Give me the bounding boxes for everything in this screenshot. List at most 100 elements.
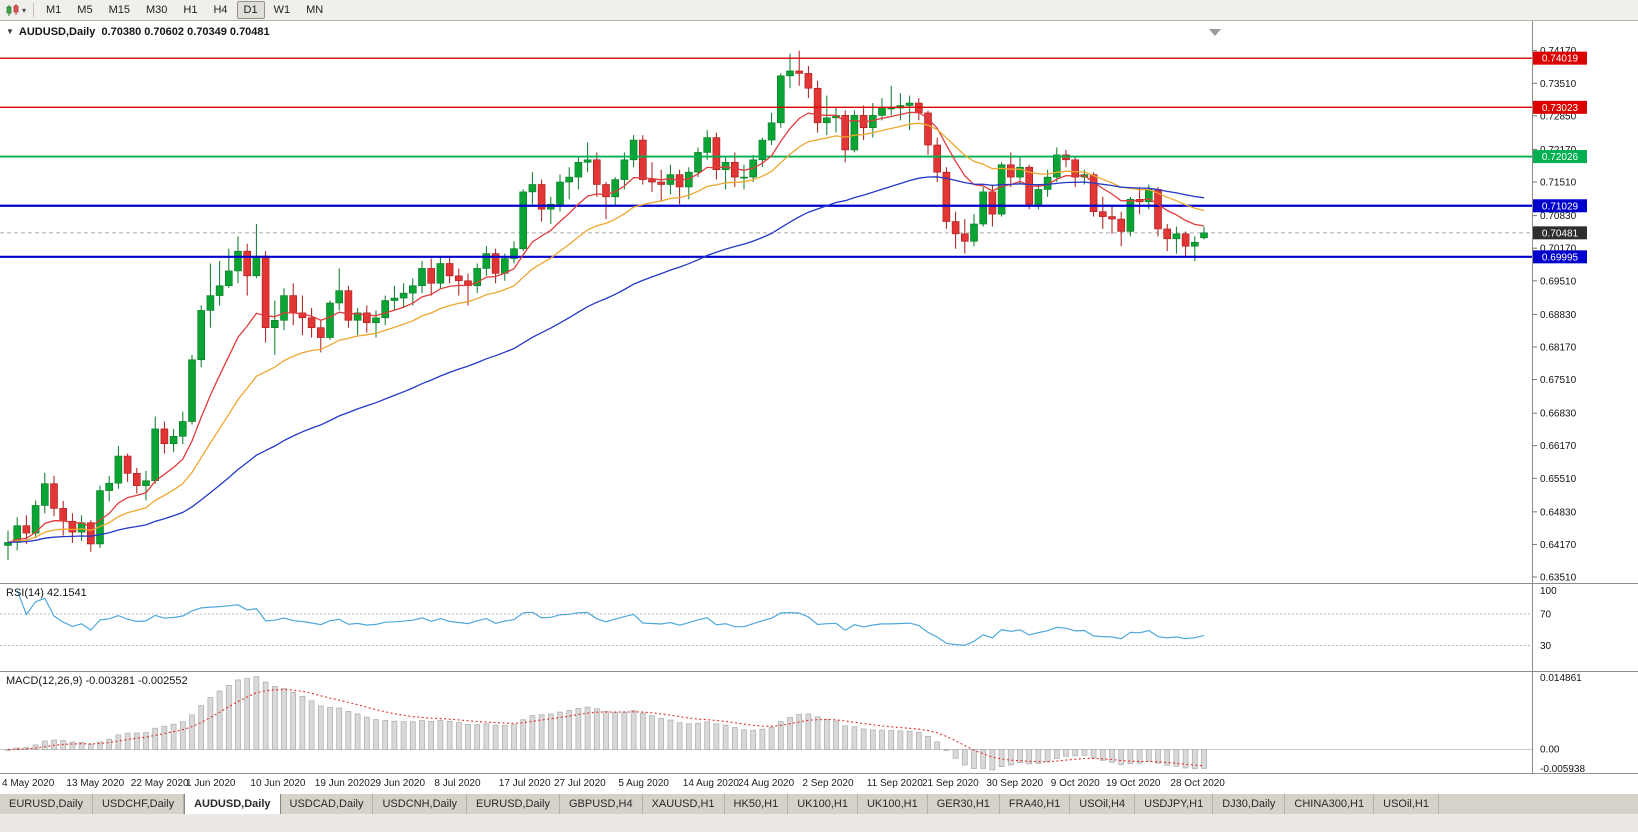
macd-bar	[621, 711, 628, 750]
candle-body	[142, 480, 150, 486]
candle-body	[537, 184, 546, 210]
candle-body	[795, 70, 804, 74]
macd-bar	[189, 714, 195, 750]
macd-bar	[649, 715, 655, 750]
macd-bar	[87, 744, 94, 750]
price-tick-label: 0.65510	[1540, 474, 1577, 485]
macd-bar	[253, 676, 260, 750]
chart-tab-usdchf-daily[interactable]: USDCHF,Daily	[93, 794, 185, 814]
macd-bar	[124, 732, 131, 750]
chart-tab-usoil-h4[interactable]: USOil,H4	[1070, 794, 1136, 814]
chart-tab-xauusd-h1[interactable]: XAUUSD,H1	[643, 794, 725, 814]
timeframe-button-h1[interactable]: H1	[183, 4, 198, 16]
chart-collapse-button[interactable]: ▼	[6, 27, 14, 36]
chart-tab-hk50-h1[interactable]: HK50,H1	[725, 794, 789, 814]
macd-bar	[69, 741, 76, 750]
candle-body	[1154, 189, 1162, 230]
macd-bar	[437, 720, 444, 750]
macd-bar	[419, 720, 425, 750]
candle-body	[31, 505, 40, 534]
timeframe-button-mn[interactable]: MN	[306, 4, 324, 16]
macd-bar	[1017, 749, 1023, 764]
chart-type-button[interactable]: ▾	[4, 3, 28, 17]
timeframe-button-m30[interactable]: M30	[145, 4, 168, 16]
macd-bar	[713, 723, 720, 750]
timeframe-button-m1[interactable]: M1	[46, 4, 62, 16]
macd-axis[interactable]: 0.014861 0.00 -0.005938	[1540, 673, 1585, 775]
chart-tab-usoil-h1[interactable]: USOil,H1	[1374, 794, 1439, 814]
slow-ma-line	[7, 176, 1205, 544]
price-axis[interactable]: 0.741700.735100.728500.721700.715100.708…	[1532, 21, 1587, 773]
macd-bar	[869, 729, 876, 750]
candle-body	[786, 70, 794, 77]
chart-tab-fra40-h1[interactable]: FRA40,H1	[1000, 794, 1071, 814]
timeframe-button-w1[interactable]: W1	[273, 4, 291, 16]
chart-tab-audusd-daily[interactable]: AUDUSD,Daily	[184, 794, 281, 814]
candle-body	[942, 171, 951, 222]
date-axis[interactable]: 4 May 2020 13 May 2020 22 May 2020 1 Jun 20…	[0, 773, 1638, 794]
price-tick-label: 0.64830	[1540, 507, 1577, 518]
chart-shift-marker[interactable]	[1209, 29, 1221, 36]
chart-tab-usdcad-daily[interactable]: USDCAD,Daily	[281, 794, 374, 814]
macd-bar	[483, 723, 490, 750]
rsi-indicator-label: RSI(14) 42.1541	[6, 587, 87, 599]
chart-tab-uk100-h1[interactable]: UK100,H1	[788, 794, 858, 814]
macd-bar	[1044, 749, 1051, 763]
candle-body	[390, 297, 399, 301]
macd-bar	[179, 721, 186, 750]
date-tick-label: 8 Jul 2020	[434, 778, 481, 789]
macd-bar	[1072, 749, 1079, 757]
candle-body	[482, 253, 491, 269]
macd-bar	[547, 713, 554, 750]
chart-tab-uk100-h1[interactable]: UK100,H1	[858, 794, 928, 814]
timeframe-button-h4[interactable]: H4	[213, 4, 228, 16]
candle-body	[887, 107, 896, 110]
macd-bar	[115, 734, 122, 750]
macd-bar	[888, 730, 895, 750]
price-tick-label: 0.67510	[1540, 375, 1577, 386]
chart-tab-eurusd-daily[interactable]: EURUSD,Daily	[0, 794, 93, 814]
main-chart-canvas[interactable]: 0.0148610.00-0.0059380.741700.735100.728…	[0, 21, 1638, 775]
macd-bar	[5, 749, 11, 751]
current-price-tag-bg	[1533, 226, 1587, 240]
macd-bar	[685, 723, 692, 750]
candle-body	[215, 285, 224, 296]
timeframe-button-m5[interactable]: M5	[77, 4, 93, 16]
macd-bar	[511, 724, 517, 750]
macd-bar	[1109, 749, 1115, 763]
candle-body	[648, 179, 656, 183]
rsi-axis-label: 100	[1540, 586, 1557, 597]
candle-body	[804, 73, 813, 89]
chart-tab-usdcnh-daily[interactable]: USDCNH,Daily	[373, 794, 468, 814]
chart-tab-dj30-daily[interactable]: DJ30,Daily	[1213, 794, 1286, 814]
candle-body	[1200, 232, 1208, 239]
macd-bar	[51, 739, 57, 750]
rsi-axis-label: 70	[1540, 610, 1552, 621]
chart-window[interactable]: ▼ AUDUSD,Daily 0.70380 0.70602 0.70349 0…	[0, 21, 1638, 794]
macd-signal-line	[7, 689, 1205, 767]
macd-bar	[695, 722, 701, 750]
candle-body	[252, 255, 261, 277]
macd-bar	[474, 724, 481, 750]
chart-tab-ger30-h1[interactable]: GER30,H1	[928, 794, 1000, 814]
macd-bar	[1145, 749, 1152, 762]
chart-tab-eurusd-daily[interactable]: EURUSD,Daily	[467, 794, 560, 814]
candle-body	[813, 87, 822, 124]
chart-tab-china300-h1[interactable]: CHINA300,H1	[1285, 794, 1375, 814]
macd-bar	[952, 749, 959, 759]
level-price-tag: 0.69995	[1533, 250, 1587, 264]
macd-bar	[170, 723, 177, 750]
candle-body	[408, 285, 417, 294]
date-tick-label: 2 Sep 2020	[802, 778, 854, 789]
chart-tab-gbpusd-h4[interactable]: GBPUSD,H4	[560, 794, 643, 814]
macd-bar	[879, 729, 885, 750]
chart-tab-usdjpy-h1[interactable]: USDJPY,H1	[1135, 794, 1214, 814]
timeframe-button-d1[interactable]: D1	[236, 1, 265, 19]
candle-body	[280, 295, 288, 321]
chevron-down-icon: ▾	[22, 5, 27, 15]
macd-bar	[32, 744, 39, 750]
timeframe-button-m15[interactable]: M15	[108, 4, 130, 16]
macd-bar	[1063, 749, 1069, 757]
macd-bar	[143, 732, 149, 750]
candle-body	[850, 115, 859, 151]
